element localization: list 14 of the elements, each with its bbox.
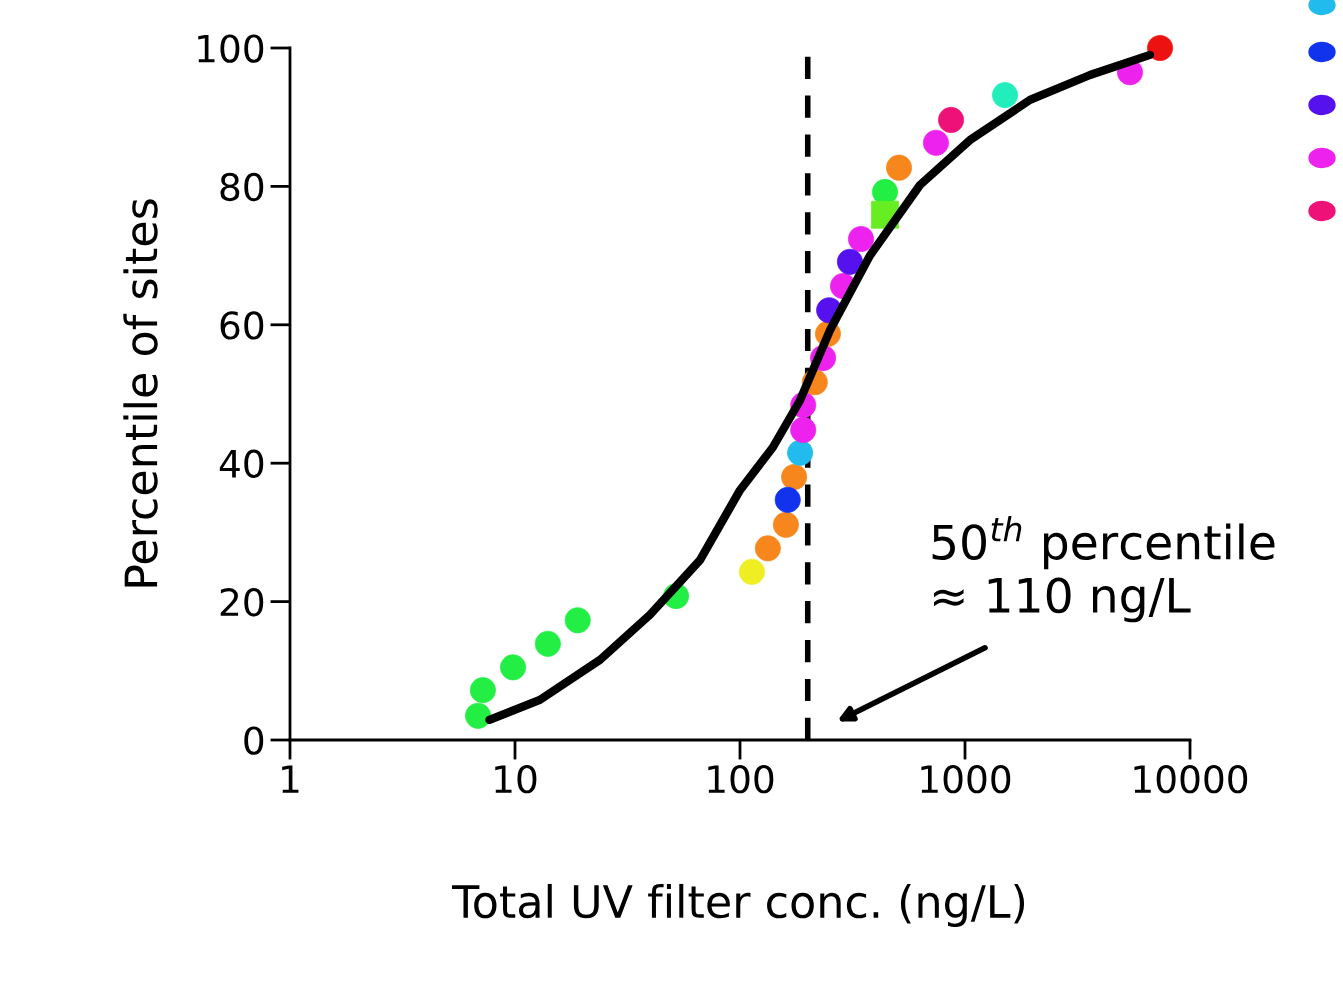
x-tick-label: 1 <box>282 765 299 793</box>
x-tick-label: 10000 <box>1134 764 1248 794</box>
x-tick-label: 1000 <box>921 764 1011 794</box>
x-tick-label: 10 <box>495 764 537 794</box>
y-axis-title: Percentile of sites <box>123 199 158 587</box>
y-tick-label: 100 <box>198 34 264 63</box>
y-tick-label: 60 <box>220 311 264 340</box>
x-axis-title: Total UV filter conc. (ng/L) <box>451 883 1025 927</box>
annotation: 50$^{th}$ percentile ≈ 110 ng/L <box>932 516 1275 623</box>
y-tick-label: 80 <box>220 172 264 202</box>
y-tick-label: 40 <box>219 449 264 478</box>
y-tick-label: 0 <box>244 726 264 755</box>
x-tick-label: 100 <box>708 764 774 794</box>
y-tick-label: 20 <box>220 588 264 617</box>
